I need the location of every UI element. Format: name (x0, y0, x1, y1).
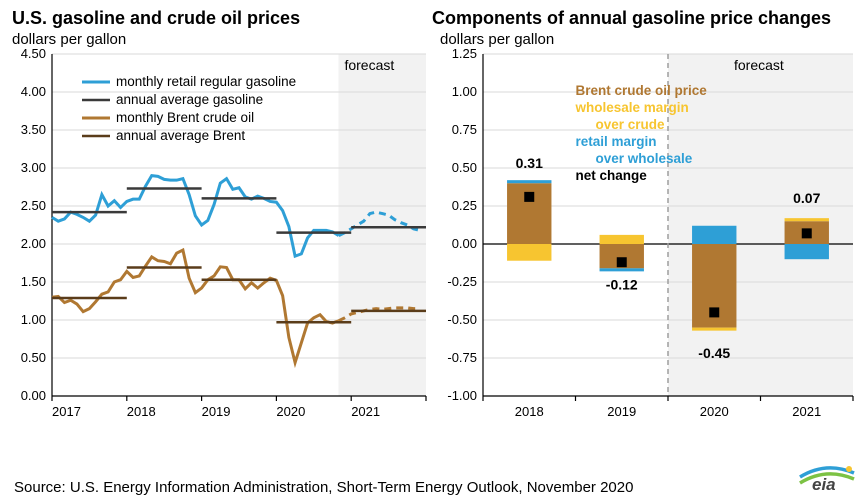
svg-text:0.25: 0.25 (452, 198, 477, 213)
svg-text:1.50: 1.50 (21, 274, 46, 289)
svg-text:forecast: forecast (734, 57, 784, 73)
right-chart-title: Components of annual gasoline price chan… (432, 8, 832, 29)
titles-row: U.S. gasoline and crude oil prices Compo… (0, 0, 866, 29)
svg-text:annual average gasoline: annual average gasoline (116, 92, 263, 107)
source-line: Source: U.S. Energy Information Administ… (14, 479, 633, 496)
svg-text:monthly Brent crude oil: monthly Brent crude oil (116, 110, 254, 125)
left-chart: 0.00 0.50 1.00 1.50 2.00 2.50 3.00 3.50 4.00 4.50… (4, 48, 433, 424)
svg-text:-0.45: -0.45 (698, 345, 730, 361)
svg-text:1.00: 1.00 (452, 84, 477, 99)
svg-text:0.50: 0.50 (21, 350, 46, 365)
left-ylabel: dollars per gallon (12, 31, 432, 48)
subtitles-row: dollars per gallon dollars per gallon (0, 29, 866, 48)
svg-text:Brent crude oil price: Brent crude oil price (576, 83, 708, 98)
svg-text:4.00: 4.00 (21, 84, 46, 99)
right-chart: -1.00 -0.75 -0.50 -0.25 0.00 0.25 0.50 0.75 1.00… (433, 48, 862, 424)
svg-text:over crude: over crude (596, 117, 666, 132)
svg-text:net change: net change (576, 168, 648, 183)
svg-text:forecast: forecast (344, 57, 394, 73)
svg-text:retail margin: retail margin (576, 134, 657, 149)
svg-text:-1.00: -1.00 (447, 388, 477, 403)
svg-text:1.25: 1.25 (452, 48, 477, 61)
svg-text:-0.25: -0.25 (447, 274, 477, 289)
page-root: U.S. gasoline and crude oil prices Compo… (0, 0, 866, 504)
right-ylabel: dollars per gallon (440, 31, 840, 48)
svg-text:2018: 2018 (127, 404, 156, 419)
svg-text:0.00: 0.00 (21, 388, 46, 403)
svg-text:2.50: 2.50 (21, 198, 46, 213)
svg-text:0.75: 0.75 (452, 122, 477, 137)
svg-text:2019: 2019 (202, 404, 231, 419)
svg-text:monthly retail regular gasolin: monthly retail regular gasoline (116, 74, 296, 89)
svg-text:2021: 2021 (351, 404, 380, 419)
svg-text:2021: 2021 (792, 404, 821, 419)
svg-text:0.00: 0.00 (452, 236, 477, 251)
svg-text:0.07: 0.07 (793, 190, 820, 206)
svg-text:wholesale margin: wholesale margin (575, 100, 689, 115)
svg-text:over wholesale: over wholesale (596, 151, 693, 166)
eia-logo: eia (798, 457, 856, 498)
svg-text:1.00: 1.00 (21, 312, 46, 327)
svg-text:4.50: 4.50 (21, 48, 46, 61)
svg-text:3.00: 3.00 (21, 160, 46, 175)
svg-text:annual average Brent: annual average Brent (116, 128, 245, 143)
svg-text:-0.50: -0.50 (447, 312, 477, 327)
svg-text:2017: 2017 (52, 404, 81, 419)
svg-text:2.00: 2.00 (21, 236, 46, 251)
left-chart-title: U.S. gasoline and crude oil prices (12, 8, 432, 29)
svg-text:2020: 2020 (276, 404, 305, 419)
svg-text:3.50: 3.50 (21, 122, 46, 137)
svg-text:-0.75: -0.75 (447, 350, 477, 365)
svg-text:0.50: 0.50 (452, 160, 477, 175)
svg-text:2018: 2018 (515, 404, 544, 419)
svg-text:0.31: 0.31 (516, 155, 543, 171)
plots-row: 0.00 0.50 1.00 1.50 2.00 2.50 3.00 3.50 4.00 4.50… (0, 48, 866, 424)
svg-text:-0.12: -0.12 (606, 277, 638, 293)
svg-text:2019: 2019 (607, 404, 636, 419)
eia-text: eia (812, 475, 836, 493)
svg-text:2020: 2020 (700, 404, 729, 419)
